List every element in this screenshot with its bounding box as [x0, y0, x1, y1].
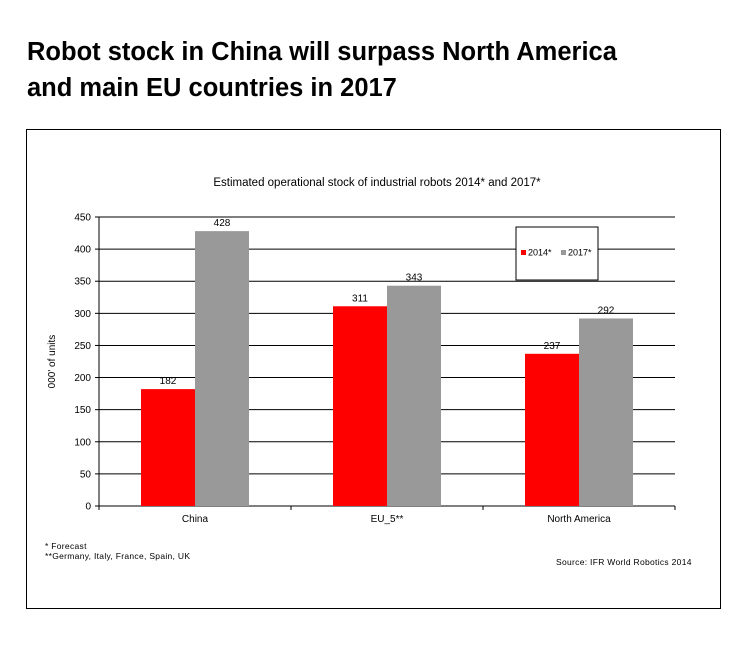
x-tick-label: EU_5** [371, 514, 404, 525]
y-tick-label: 250 [74, 341, 91, 352]
bar-2017-china [195, 231, 249, 506]
chart-frame: Estimated operational stock of industria… [26, 129, 721, 609]
bar-chart: Estimated operational stock of industria… [47, 177, 676, 525]
footnote-eu5: **Germany, Italy, France, Spain, UK [45, 551, 191, 561]
bar-2014-northamerica [525, 353, 579, 506]
data-label: 311 [352, 293, 368, 304]
legend-box [515, 226, 599, 281]
y-tick-label: 50 [80, 469, 92, 480]
headline-line-1: Robot stock in China will surpass North … [27, 38, 617, 66]
bar-2017-eu_5 [387, 285, 441, 506]
data-label: 182 [160, 376, 177, 387]
y-tick-label: 350 [74, 277, 91, 288]
x-tick-label: North America [547, 514, 611, 525]
y-tick-label: 300 [74, 309, 91, 320]
y-axis-label: 000' of units [47, 335, 58, 389]
y-tick-label: 400 [74, 245, 91, 256]
legend-label: 2017* [568, 248, 592, 258]
y-tick-label: 0 [85, 502, 91, 513]
headline-line-2: and main EU countries in 2017 [27, 74, 397, 102]
bar-2017-northamerica [579, 318, 633, 506]
data-label: 292 [598, 305, 615, 316]
page-headline: Robot stock in China will surpass North … [27, 34, 727, 106]
y-tick-label: 150 [74, 405, 91, 416]
data-label: 237 [544, 341, 561, 352]
bar-2014-china [141, 389, 195, 506]
source-note: Source: IFR World Robotics 2014 [556, 557, 692, 567]
footnote-forecast: * Forecast [45, 541, 87, 551]
y-tick-label: 200 [74, 373, 91, 384]
bar-2014-eu_5 [333, 306, 387, 506]
legend-swatch [521, 250, 526, 255]
y-tick-label: 450 [74, 213, 91, 224]
y-tick-label: 100 [74, 437, 91, 448]
legend-swatch [561, 250, 566, 255]
data-label: 343 [406, 273, 423, 284]
chart-title: Estimated operational stock of industria… [213, 177, 541, 189]
legend-label: 2014* [528, 248, 552, 258]
x-tick-label: China [182, 514, 209, 525]
data-label: 428 [214, 218, 231, 229]
